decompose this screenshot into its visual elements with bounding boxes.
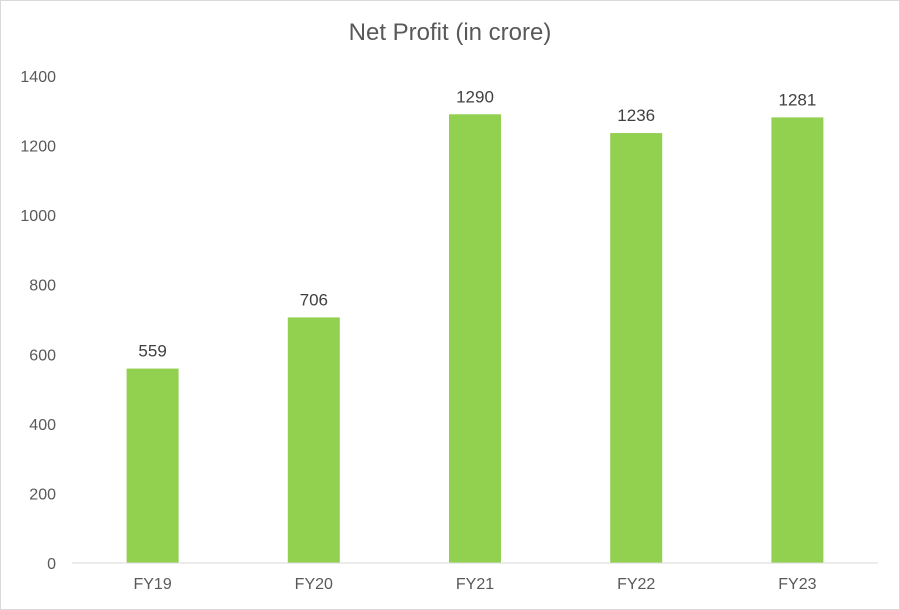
x-axis: FY19 FY20 FY21 FY22 FY23 [72,562,878,593]
data-label: 706 [300,290,328,309]
bar-fy21 [449,114,501,563]
data-label: 1236 [617,106,655,125]
data-labels: 559 706 1290 1236 1281 [138,87,816,360]
bars [126,114,824,564]
bar-fy23 [771,117,824,564]
chart-title: Net Profit (in crore) [348,19,552,46]
y-tick-label: 600 [29,347,56,364]
y-tick-label: 400 [29,417,56,434]
x-tick-label: FY23 [778,576,816,593]
y-tick-label: 1000 [20,208,56,225]
x-tick-label: FY21 [456,576,494,593]
data-label: 559 [138,342,166,361]
y-tick-label: 0 [47,556,56,573]
bar-fy19 [126,368,179,563]
data-label: 1290 [456,87,494,106]
bar-fy22 [610,133,663,563]
x-tick-label: FY22 [617,576,655,593]
y-tick-label: 200 [29,486,56,503]
y-tick-label: 1400 [20,69,56,86]
data-label: 1281 [778,90,816,109]
x-tick-label: FY20 [295,576,333,593]
y-tick-label: 800 [29,278,56,295]
bar-fy20 [287,317,340,563]
y-tick-label: 1200 [20,139,56,156]
x-tick-label: FY19 [133,576,171,593]
y-axis: 0 200 400 600 800 1000 1200 1400 [20,69,56,573]
